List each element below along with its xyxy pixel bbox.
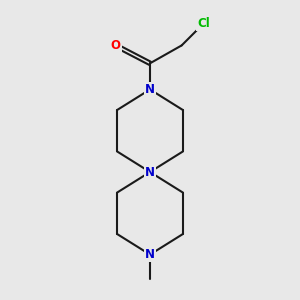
Text: N: N (145, 83, 155, 96)
Text: O: O (111, 39, 121, 52)
Text: N: N (145, 166, 155, 178)
Text: N: N (145, 248, 155, 261)
Text: Cl: Cl (197, 17, 210, 30)
